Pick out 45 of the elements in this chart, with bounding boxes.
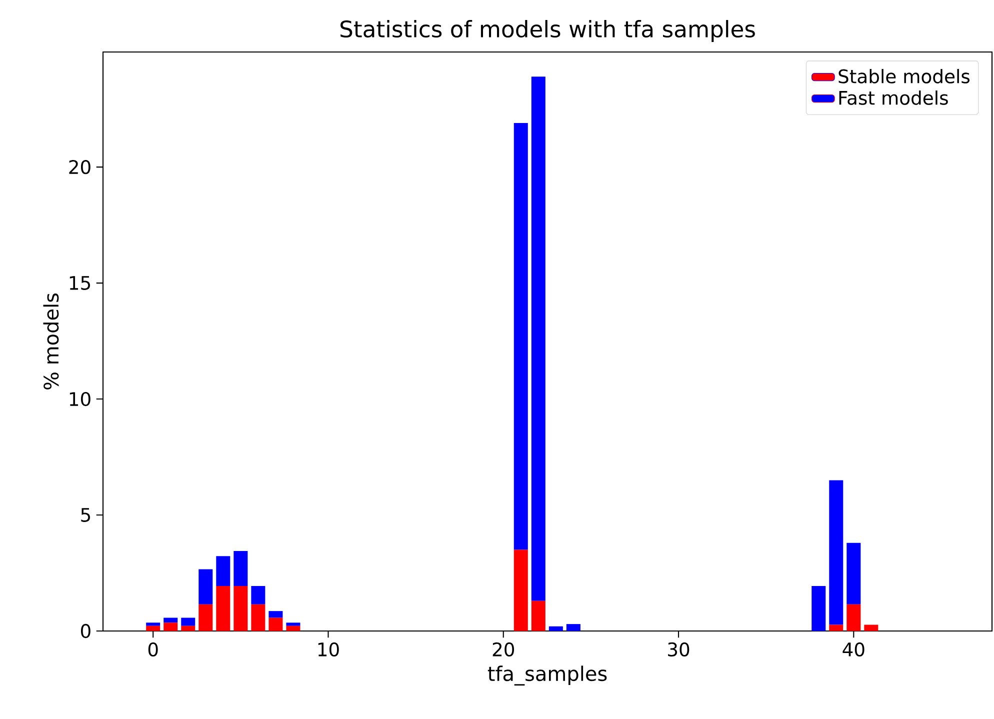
- bar: [198, 604, 213, 632]
- bar: [548, 626, 563, 632]
- bar: [531, 76, 546, 601]
- bar: [846, 604, 861, 632]
- bar: [531, 600, 546, 632]
- y-tick-label: 5: [81, 508, 90, 522]
- bar: [514, 550, 528, 632]
- bar: [198, 569, 213, 604]
- bar: [286, 626, 300, 632]
- bar: [268, 618, 283, 632]
- bar: [234, 586, 248, 632]
- bar: [146, 622, 160, 626]
- y-axis-title: % models: [43, 293, 59, 390]
- bar: [181, 626, 196, 632]
- bar: [164, 618, 178, 623]
- bar: [251, 586, 266, 604]
- legend-label: Fast models: [839, 90, 948, 105]
- bar: [829, 624, 844, 632]
- bar: [251, 604, 266, 632]
- bar: [846, 542, 861, 604]
- x-tick-label: 20: [492, 642, 514, 657]
- y-tick-label: 15: [70, 276, 90, 290]
- bar: [286, 622, 300, 626]
- y-tick-label: 10: [70, 392, 90, 406]
- bar: [829, 480, 844, 625]
- x-tick-label: 30: [668, 642, 690, 657]
- bar: [164, 622, 178, 632]
- y-tick-label: 0: [80, 624, 90, 638]
- legend-label: Stable models: [838, 68, 970, 84]
- chart-title: Statistics of models with tfa samples: [340, 20, 755, 42]
- bar: [268, 611, 283, 618]
- bar: [216, 556, 230, 586]
- x-tick-label: 40: [842, 642, 864, 657]
- bar: [514, 122, 528, 550]
- bar: [146, 626, 160, 632]
- bar: [566, 624, 580, 632]
- x-tick-label: 0: [148, 642, 158, 657]
- bar: [216, 586, 230, 632]
- bar: [864, 624, 878, 632]
- y-tick-label: 20: [69, 160, 90, 174]
- bar: [181, 618, 196, 626]
- x-tick-label: 10: [318, 642, 339, 657]
- bar: [234, 550, 248, 586]
- bar: [812, 586, 826, 632]
- x-axis-title: tfa_samples: [488, 666, 607, 686]
